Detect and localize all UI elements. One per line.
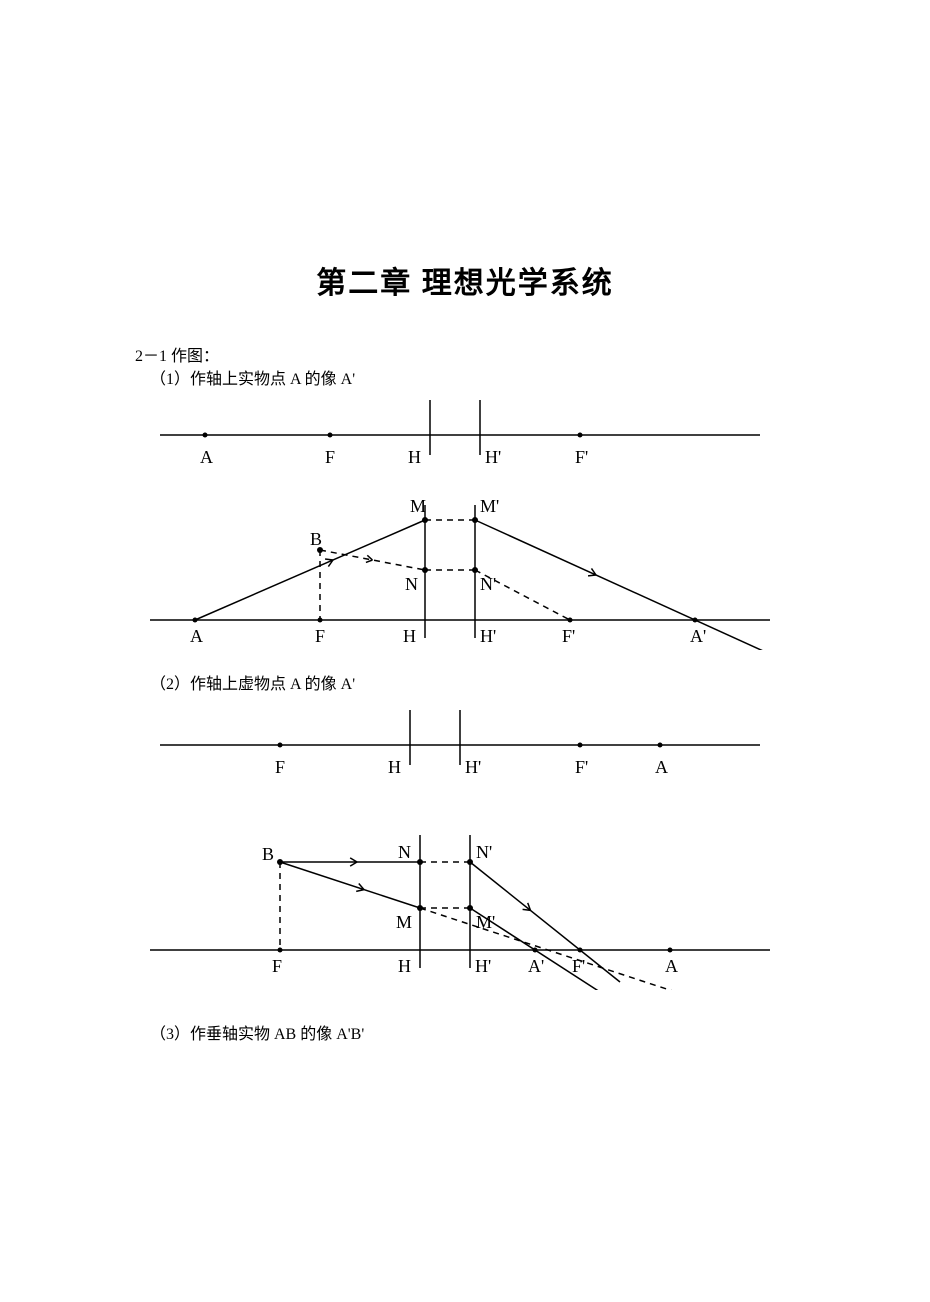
- subsection-2: （2）作轴上虚物点 A 的像 A': [150, 670, 355, 694]
- subsection-1: （1）作轴上实物点 A 的像 A': [150, 365, 355, 389]
- svg-text:A: A: [190, 626, 203, 646]
- svg-text:H': H': [465, 757, 481, 777]
- svg-text:F: F: [315, 626, 325, 646]
- diagram-3: F H H' F' A: [150, 710, 770, 780]
- diagram-4: F H H' A' F' A B N N' M M': [140, 820, 780, 990]
- svg-text:M': M': [480, 496, 499, 516]
- diagram-2: A F H H' F' A' B M M' N N': [140, 490, 780, 650]
- svg-text:N': N': [480, 574, 496, 594]
- svg-text:N': N': [476, 842, 492, 862]
- svg-text:H': H': [480, 626, 496, 646]
- svg-text:F: F: [325, 447, 335, 467]
- svg-text:F': F': [562, 626, 575, 646]
- svg-text:B: B: [310, 529, 322, 549]
- svg-text:F': F': [572, 956, 585, 976]
- svg-text:M: M: [410, 496, 426, 516]
- svg-text:H': H': [485, 447, 501, 467]
- svg-text:M: M: [396, 912, 412, 932]
- chapter-title: 第二章 理想光学系统: [0, 258, 930, 302]
- svg-text:A': A': [690, 626, 706, 646]
- svg-text:A: A: [655, 757, 668, 777]
- svg-text:H: H: [388, 757, 401, 777]
- svg-text:M': M': [476, 912, 495, 932]
- svg-text:N: N: [405, 574, 418, 594]
- section-2-1-header: 2－1 作图：: [135, 342, 219, 366]
- svg-text:B: B: [262, 844, 274, 864]
- svg-text:A': A': [528, 956, 544, 976]
- svg-text:H: H: [408, 447, 421, 467]
- svg-text:H: H: [403, 626, 416, 646]
- diagram-1: A F H H' F': [150, 400, 770, 470]
- svg-text:A: A: [665, 956, 678, 976]
- svg-text:H': H': [475, 956, 491, 976]
- svg-text:H: H: [398, 956, 411, 976]
- subsection-3: （3）作垂轴实物 AB 的像 A'B': [150, 1020, 364, 1044]
- svg-text:F': F': [575, 447, 588, 467]
- svg-text:A: A: [200, 447, 213, 467]
- svg-text:F: F: [272, 956, 282, 976]
- svg-text:N: N: [398, 842, 411, 862]
- svg-text:F: F: [275, 757, 285, 777]
- svg-text:F': F': [575, 757, 588, 777]
